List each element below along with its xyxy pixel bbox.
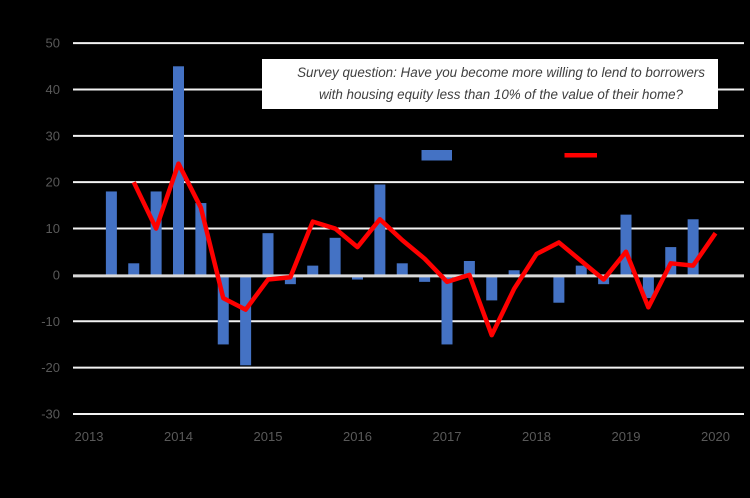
x-axis-year-label: 2013 xyxy=(75,429,104,444)
y-axis-tick-label: 40 xyxy=(46,82,60,97)
x-axis-year-label: 2019 xyxy=(612,429,641,444)
bar xyxy=(374,184,386,275)
annotation-line-2: with housing equity less than 10% of the… xyxy=(318,87,683,102)
bar xyxy=(150,191,162,275)
y-axis-tick-label: -20 xyxy=(41,360,60,375)
bar xyxy=(642,274,654,299)
bar xyxy=(441,274,453,345)
bar xyxy=(687,219,699,275)
bar xyxy=(173,66,184,275)
annotation-line-1: Survey question: Have you become more wi… xyxy=(297,65,705,80)
legend-red-swatch xyxy=(564,153,597,158)
y-axis-tick-label: 50 xyxy=(46,36,60,51)
x-axis-year-label: 2017 xyxy=(433,429,462,444)
x-axis-year-label: 2015 xyxy=(254,429,283,444)
x-axis-year-label: 2014 xyxy=(164,429,193,444)
y-axis-tick-label: -10 xyxy=(41,314,60,329)
bar xyxy=(105,191,117,275)
bar xyxy=(396,263,408,275)
bar xyxy=(575,265,587,275)
legend-blue-swatch xyxy=(421,150,452,161)
bar xyxy=(553,274,565,303)
x-axis-year-label: 2016 xyxy=(343,429,372,444)
bar xyxy=(486,274,498,301)
y-axis-tick-label: 20 xyxy=(46,175,60,190)
y-axis-tick-label: 30 xyxy=(46,128,60,143)
survey-question-annotation: Survey question: Have you become more wi… xyxy=(262,59,718,109)
bar xyxy=(195,203,207,275)
x-axis-year-label: 2020 xyxy=(701,429,730,444)
bar xyxy=(620,214,632,275)
bar xyxy=(665,247,677,275)
bar xyxy=(217,274,229,345)
y-axis-tick-label: 10 xyxy=(46,221,60,236)
bar xyxy=(508,270,520,275)
bar xyxy=(240,274,252,366)
x-axis-year-label: 2018 xyxy=(522,429,551,444)
bar xyxy=(284,274,296,285)
bar xyxy=(419,274,431,282)
bar xyxy=(262,233,274,275)
y-axis-tick-label: 0 xyxy=(53,267,60,282)
bar xyxy=(307,265,319,275)
bar xyxy=(463,260,475,275)
bar xyxy=(128,263,140,275)
trend-line xyxy=(131,161,718,338)
bar xyxy=(329,237,341,275)
y-axis-tick-label: -30 xyxy=(41,406,60,421)
